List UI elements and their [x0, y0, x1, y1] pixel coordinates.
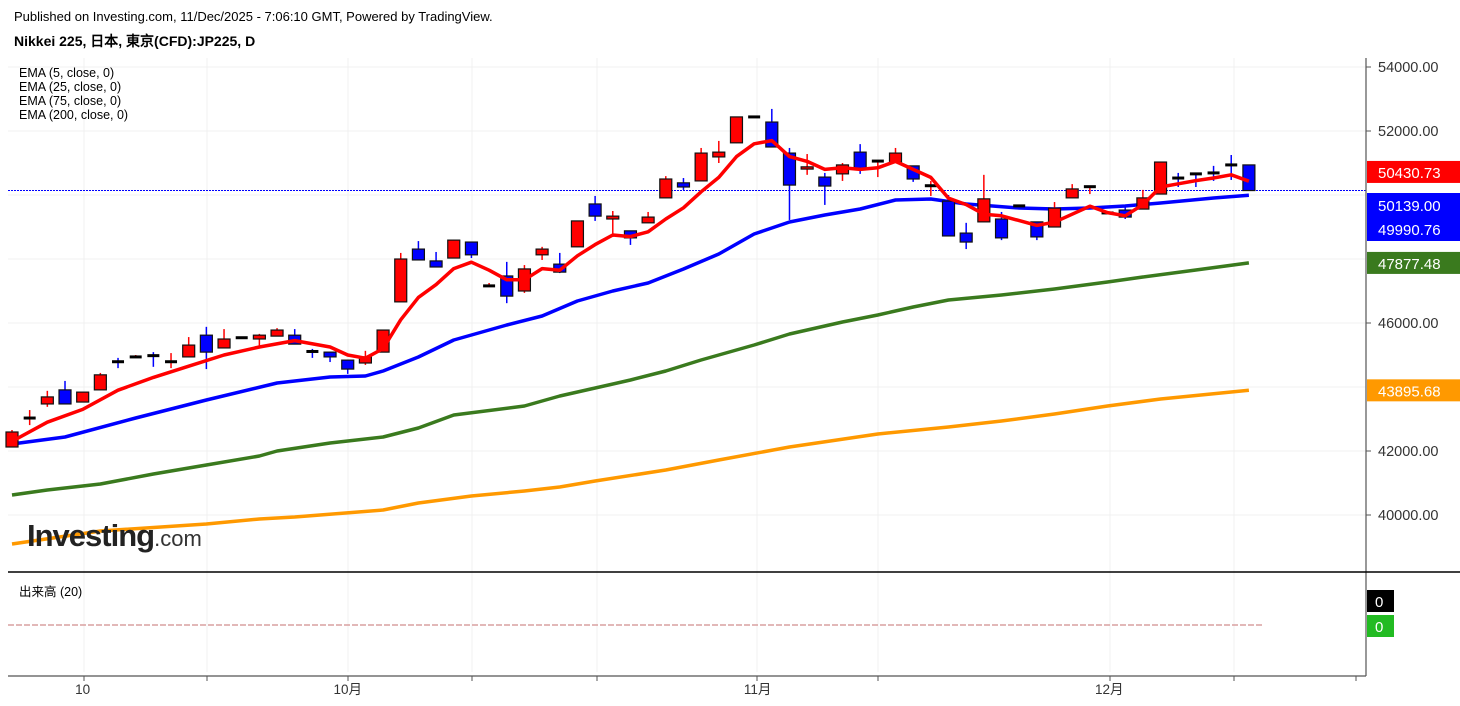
candle-body: [535, 248, 549, 256]
candle-body: [606, 215, 620, 220]
candle-body: [112, 360, 125, 364]
legend-ema75[interactable]: EMA (75, close, 0): [19, 94, 122, 108]
price-tick-label: 40000.00: [1378, 508, 1438, 524]
ema75-value-label-box: [1367, 251, 1460, 274]
last-price-label: 50139.00: [1378, 198, 1441, 215]
candle-body: [270, 329, 284, 337]
candle-body: [182, 344, 196, 358]
candle-body: [323, 351, 337, 358]
volume-value-box: [1367, 615, 1394, 637]
candle-body: [748, 115, 761, 119]
candle-body: [994, 218, 1009, 239]
price-box: [1367, 193, 1460, 241]
candle-body: [729, 116, 744, 144]
candle-body: [464, 241, 479, 256]
candle-body: [588, 203, 602, 217]
ema-line-3: [11, 388, 1250, 546]
candle-body: [1225, 163, 1238, 167]
candle-body: [676, 182, 691, 188]
indicator-legend: EMA (5, close, 0) EMA (25, close, 0) EMA…: [19, 66, 128, 122]
candle-body: [800, 166, 814, 170]
candle-body: [694, 152, 708, 182]
ema5-value-label-box: [1367, 160, 1460, 183]
time-tick-label: 10月: [333, 682, 362, 697]
candle-body: [1242, 164, 1256, 192]
ema5-value-label: 50430.73: [1378, 165, 1441, 182]
candle-body: [712, 151, 726, 158]
candle-body: [93, 374, 107, 391]
candle-body: [1207, 171, 1220, 175]
ema25-value-label: 49990.76: [1378, 222, 1441, 239]
candle-body: [58, 389, 72, 405]
candle-body: [306, 349, 319, 353]
candle-body: [217, 338, 231, 349]
axes: [8, 58, 1460, 681]
volume-value-box: [1367, 590, 1394, 612]
candle-body: [165, 360, 178, 364]
candle-body: [1172, 176, 1185, 180]
ema-lines: [8, 190, 1366, 546]
candle-body: [659, 178, 673, 199]
candle-body: [411, 248, 426, 261]
candle-body: [429, 260, 443, 268]
ema200-value-label: 43895.68: [1378, 383, 1441, 400]
ema200-value-label-box: [1367, 379, 1460, 402]
price-tick-label: 52000.00: [1378, 124, 1438, 140]
price-tick-label: 42000.00: [1378, 444, 1438, 460]
volume-value-label: 0: [1375, 594, 1383, 611]
candle-body: [853, 151, 867, 169]
legend-ema25[interactable]: EMA (25, close, 0): [19, 80, 122, 94]
candle-body: [129, 355, 142, 359]
time-axis-labels: 10 10月 11月 12月: [75, 682, 1123, 697]
price-axis-labels: 54000.00 52000.00 46000.00 42000.00 40000.00…: [1366, 60, 1460, 524]
candle-body: [782, 152, 797, 186]
time-tick-label: 11月: [744, 682, 772, 697]
legend-ema200[interactable]: EMA (200, close, 0): [19, 108, 129, 122]
candle-body: [1065, 188, 1079, 199]
candle-body: [959, 232, 973, 243]
time-tick-label: 10: [75, 682, 90, 697]
candle-body: [941, 200, 956, 237]
candle-body: [252, 334, 266, 340]
candle-body: [40, 396, 54, 405]
candle-body: [483, 284, 496, 288]
published-caption: Published on Investing.com, 11/Dec/2025 …: [14, 9, 493, 24]
candle-body: [871, 159, 884, 163]
ema75-value-label: 47877.48: [1378, 256, 1441, 273]
candle-body: [447, 239, 461, 259]
candle-body: [570, 220, 585, 248]
ema-line-2: [11, 261, 1250, 497]
volume-label: 出来高 (20): [19, 585, 83, 599]
price-tick-label: 54000.00: [1378, 60, 1438, 76]
legend-ema5[interactable]: EMA (5, close, 0): [19, 66, 115, 80]
candle-body: [641, 216, 655, 224]
candle-body: [1083, 185, 1096, 189]
volume-value-label: 0: [1375, 619, 1383, 636]
candle-body: [394, 258, 408, 303]
candle-body: [818, 176, 832, 187]
volume-pane: 00: [8, 590, 1394, 637]
candles: [5, 108, 1256, 448]
candle-body: [924, 184, 937, 188]
ema-line-0: [11, 138, 1250, 443]
grid: [8, 58, 1366, 672]
time-tick-label: 12月: [1095, 682, 1124, 697]
candle-body: [341, 359, 355, 370]
candle-body: [1013, 204, 1026, 208]
candle-body: [147, 354, 160, 358]
symbol-title: Nikkei 225, 日本, 東京(CFD):JP225, D: [14, 33, 256, 49]
candle-body: [23, 416, 36, 420]
price-tick-label: 46000.00: [1378, 316, 1438, 332]
investing-logo: Investing.com: [27, 518, 202, 553]
candle-body: [1189, 172, 1202, 176]
candle-body: [235, 336, 248, 340]
candle-body: [76, 391, 90, 403]
candle-body: [199, 334, 213, 353]
